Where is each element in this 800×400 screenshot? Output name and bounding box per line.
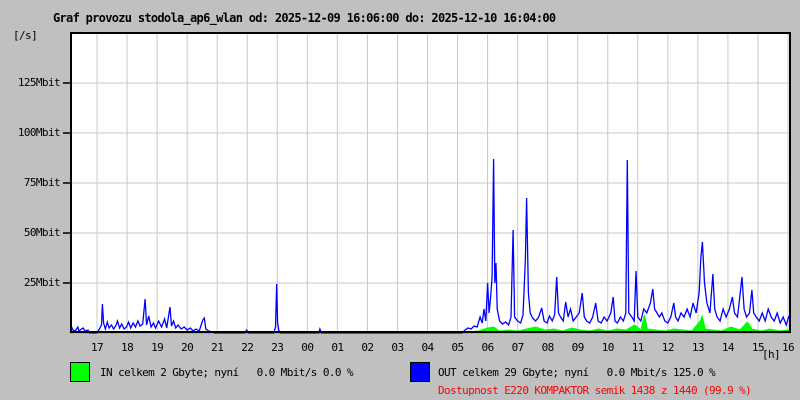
x-tick-label-11: 11	[631, 341, 645, 354]
x-tick-label-16: 16	[781, 341, 795, 354]
x-axis-unit-label: [h]	[762, 348, 781, 361]
x-tick-label-14: 14	[721, 341, 735, 354]
x-tick-label-05: 05	[451, 341, 465, 354]
x-tick-label-10: 10	[601, 341, 615, 354]
plot-frame	[70, 32, 791, 333]
x-tick-label-20: 20	[181, 341, 194, 354]
x-tick-label-17: 17	[91, 341, 104, 354]
x-tick-label-15: 15	[751, 341, 765, 354]
x-tick-label-01: 01	[331, 341, 344, 354]
legend-in-label: IN celkem 2 Gbyte; nyní 0.0 Mbit/s 0.0 %	[100, 366, 354, 379]
x-tick-label-08: 08	[541, 341, 555, 354]
y-tick-label-100: 100Mbit	[17, 126, 61, 139]
x-tick-label-09: 09	[571, 341, 585, 354]
x-tick-label-22: 22	[241, 341, 254, 354]
x-tick-label-06: 06	[481, 341, 495, 354]
traffic-chart	[63, 32, 791, 334]
x-tick-label-21: 21	[211, 341, 224, 354]
y-axis-unit-label: [/s]	[13, 29, 38, 42]
x-tick-label-07: 07	[511, 341, 525, 354]
x-tick-label-23: 23	[271, 341, 284, 354]
availability-text: Dostupnost E220 KOMPAKTOR semik 1438 z 1…	[438, 384, 752, 397]
x-tick-label-12: 12	[661, 341, 675, 354]
y-tick-label-50: 50Mbit	[23, 226, 61, 239]
y-tick-label-75: 75Mbit	[23, 176, 61, 189]
x-tick-label-04: 04	[421, 341, 434, 354]
y-tick-label-125: 125Mbit	[17, 76, 61, 89]
out-series-line	[69, 158, 791, 334]
legend-out-swatch	[410, 362, 430, 382]
x-tick-label-13: 13	[691, 341, 705, 354]
legend-out-label: OUT celkem 29 Gbyte; nyní 0.0 Mbit/s 125…	[438, 366, 716, 379]
x-tick-label-19: 19	[151, 341, 164, 354]
legend-in-swatch	[70, 362, 90, 382]
x-tick-label-02: 02	[361, 341, 374, 354]
x-tick-label-03: 03	[391, 341, 404, 354]
y-tick-label-25: 25Mbit	[23, 276, 61, 289]
x-tick-label-18: 18	[121, 341, 134, 354]
x-tick-label-00: 00	[301, 341, 314, 354]
page-title: Graf provozu stodola_ap6_wlan od: 2025-1…	[53, 11, 556, 25]
